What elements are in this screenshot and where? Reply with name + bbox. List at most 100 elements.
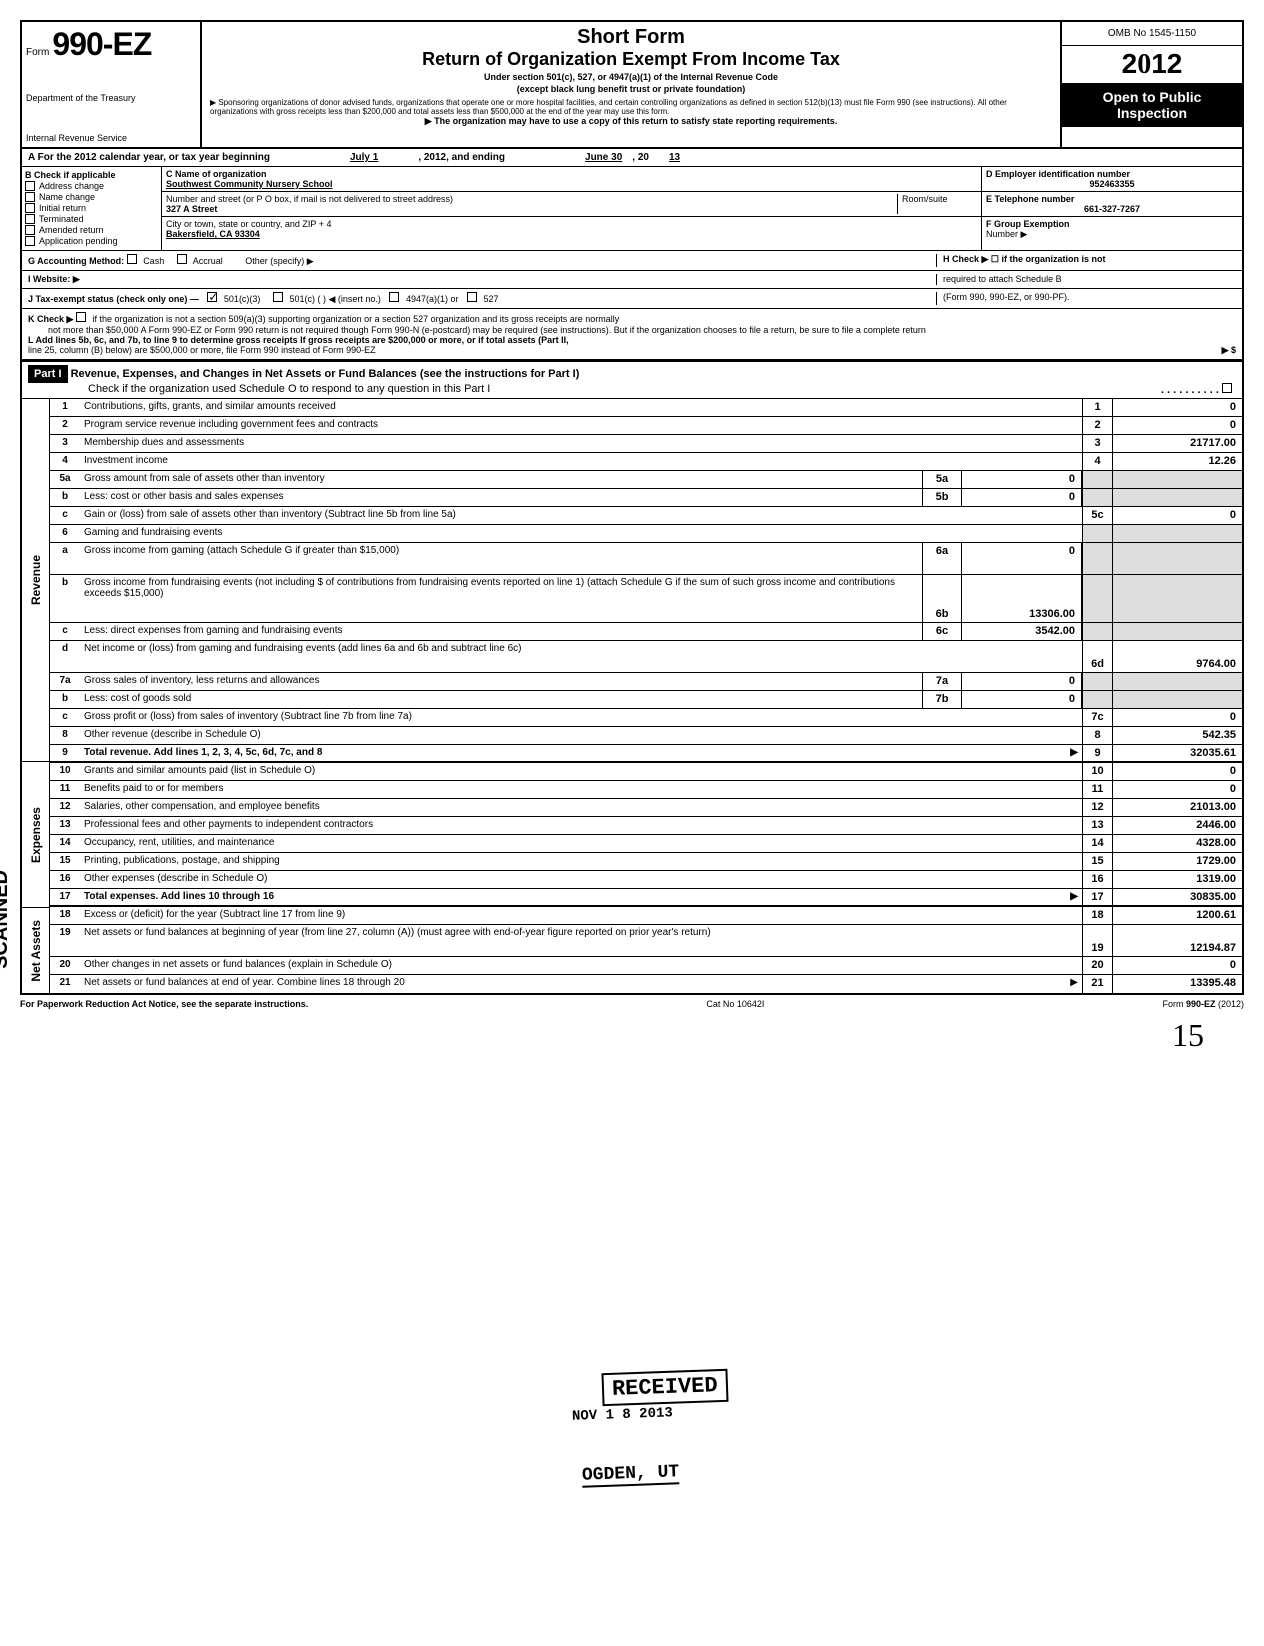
line6a-desc: Gross income from gaming (attach Schedul… [80, 543, 922, 574]
line3-val: 21717.00 [1112, 435, 1242, 452]
form-990ez: Form 990-EZ Department of the Treasury I… [20, 20, 1244, 995]
line7b-sub: 7b [922, 691, 962, 708]
opt-address: Address change [39, 181, 104, 191]
footer-right: Form 990-EZ (2012) [1162, 999, 1244, 1009]
line11-num: 11 [1082, 781, 1112, 798]
org-name: Southwest Community Nursery School [166, 179, 333, 189]
line13-val: 2446.00 [1112, 817, 1242, 834]
opt-initial: Initial return [39, 203, 86, 213]
return-title: Return of Organization Exempt From Incom… [210, 49, 1052, 70]
line15-num: 15 [1082, 853, 1112, 870]
line9-num: 9 [1082, 745, 1112, 761]
other-label: Other (specify) ▶ [245, 256, 313, 266]
opt-amended: Amended return [39, 225, 104, 235]
checkbox-527[interactable] [467, 292, 477, 302]
checkbox-initial[interactable] [25, 203, 35, 213]
room-label: Room/suite [902, 194, 948, 204]
omb-number: OMB No 1545-1150 [1062, 22, 1242, 46]
opt-name: Name change [39, 192, 95, 202]
line9-val: 32035.61 [1112, 745, 1242, 761]
line6b-desc: Gross income from fundraising events (no… [80, 575, 922, 622]
line8-desc: Other revenue (describe in Schedule O) [80, 727, 1082, 744]
line7a-sub: 7a [922, 673, 962, 690]
line20-val: 0 [1112, 957, 1242, 974]
checkbox-name[interactable] [25, 192, 35, 202]
checkbox-501c[interactable] [273, 292, 283, 302]
row-k-text2: not more than $50,000 A Form 990-EZ or F… [48, 325, 926, 335]
open-public2: Inspection [1068, 105, 1236, 121]
line3-num: 3 [1082, 435, 1112, 452]
row-a-comma: , 20 [632, 152, 649, 163]
line21-num: 21 [1082, 975, 1112, 993]
insert-label: ) ◀ (insert no.) [323, 294, 381, 304]
line5b-subval: 0 [962, 489, 1082, 506]
section-f-label2: Number ▶ [986, 229, 1027, 239]
row-i-label: I Website: ▶ [28, 274, 80, 284]
footer-mid: Cat No 10642I [706, 999, 764, 1009]
line2-num: 2 [1082, 417, 1112, 434]
tax-year-yr: 13 [669, 152, 680, 163]
open-public1: Open to Public [1068, 89, 1236, 105]
line6d-desc: Net income or (loss) from gaming and fun… [80, 641, 1082, 672]
checkbox-pending[interactable] [25, 236, 35, 246]
checkbox-501c3[interactable] [207, 292, 217, 302]
checkbox-cash[interactable] [127, 254, 137, 264]
line16-val: 1319.00 [1112, 871, 1242, 888]
row-l-text: L Add lines 5b, 6c, and 7b, to line 9 to… [28, 335, 569, 345]
line6b-sub: 6b [922, 575, 962, 622]
row-h-label3: (Form 990, 990-EZ, or 990-PF). [943, 292, 1070, 302]
line12-desc: Salaries, other compensation, and employ… [80, 799, 1082, 816]
row-l-arrow: ▶ $ [1222, 345, 1236, 356]
line10-num: 10 [1082, 763, 1112, 780]
form-label: Form [26, 47, 49, 58]
checkbox-accrual[interactable] [177, 254, 187, 264]
line15-val: 1729.00 [1112, 853, 1242, 870]
line6d-num: 6d [1082, 641, 1112, 672]
line5a-sub: 5a [922, 471, 962, 488]
line21-desc: Net assets or fund balances at end of ye… [84, 977, 405, 988]
street-address: 327 A Street [166, 204, 217, 214]
line17-val: 30835.00 [1112, 889, 1242, 905]
line21-val: 13395.48 [1112, 975, 1242, 993]
line13-num: 13 [1082, 817, 1112, 834]
checkbox-terminated[interactable] [25, 214, 35, 224]
line11-desc: Benefits paid to or for members [80, 781, 1082, 798]
501c-label: 501(c) ( [289, 294, 320, 304]
line7b-desc: Less: cost of goods sold [80, 691, 922, 708]
checkbox-address[interactable] [25, 181, 35, 191]
line19-desc: Net assets or fund balances at beginning… [80, 925, 1082, 956]
netassets-label: Net Assets [27, 916, 45, 986]
line16-num: 16 [1082, 871, 1112, 888]
tax-year-begin: July 1 [350, 152, 378, 163]
line6b-subval: 13306.00 [962, 575, 1082, 622]
line5a-subval: 0 [962, 471, 1082, 488]
line18-num: 18 [1082, 907, 1112, 924]
row-a-mid: , 2012, and ending [418, 152, 505, 163]
city-label: City or town, state or country, and ZIP … [166, 219, 332, 229]
cash-label: Cash [143, 256, 164, 266]
tax-year: 2012 [1062, 46, 1242, 83]
line7a-subval: 0 [962, 673, 1082, 690]
revenue-label: Revenue [27, 551, 45, 609]
line5a-desc: Gross amount from sale of assets other t… [80, 471, 922, 488]
line1-num: 1 [1082, 399, 1112, 416]
checkbox-amended[interactable] [25, 225, 35, 235]
line4-val: 12.26 [1112, 453, 1242, 470]
checkbox-k[interactable] [76, 312, 86, 322]
checkbox-schedule-o[interactable] [1222, 383, 1232, 393]
527-label: 527 [484, 294, 499, 304]
expenses-label: Expenses [27, 803, 45, 867]
dept-treasury: Department of the Treasury [26, 93, 196, 103]
line6a-sub: 6a [922, 543, 962, 574]
instructions1: ▶ Sponsoring organizations of donor advi… [210, 98, 1052, 116]
addr-label: Number and street (or P O box, if mail i… [166, 194, 453, 204]
row-h-label2: required to attach Schedule B [943, 274, 1062, 284]
line1-val: 0 [1112, 399, 1242, 416]
line7c-val: 0 [1112, 709, 1242, 726]
line1-desc: Contributions, gifts, grants, and simila… [80, 399, 1082, 416]
line6c-sub: 6c [922, 623, 962, 640]
signature-number: 15 [20, 1017, 1244, 1054]
accrual-label: Accrual [193, 256, 223, 266]
checkbox-4947[interactable] [389, 292, 399, 302]
subtitle1: Under section 501(c), 527, or 4947(a)(1)… [210, 72, 1052, 82]
